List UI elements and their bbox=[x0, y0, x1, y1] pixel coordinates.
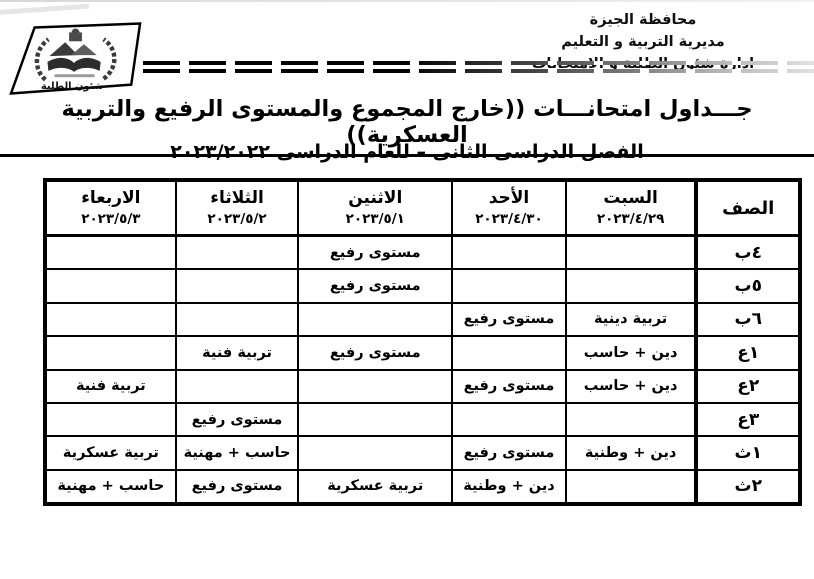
schedule-cell bbox=[451, 401, 567, 438]
table-row: ٤ب مستوى رفيع bbox=[44, 234, 801, 271]
schedule-cell: حاسب + مهنية bbox=[44, 468, 177, 506]
dome-icon bbox=[69, 32, 82, 42]
class-cell: ٢ع bbox=[694, 368, 801, 404]
column-header-class: الصف bbox=[694, 179, 801, 237]
class-cell: ٥ب bbox=[694, 268, 801, 304]
student-affairs-logo: شئون الطلبة bbox=[9, 22, 142, 95]
schedule-cell: مستوى رفيع bbox=[451, 368, 567, 404]
schedule-cell: مستوى رفيع bbox=[451, 301, 567, 338]
table-row: ٥ب مستوى رفيع bbox=[44, 268, 801, 304]
schedule-cell bbox=[44, 234, 177, 271]
pyramid-small-icon bbox=[71, 44, 97, 56]
open-book-icon bbox=[47, 57, 101, 72]
day-name: الأحد bbox=[488, 187, 530, 208]
schedule-cell bbox=[451, 335, 567, 371]
class-cell: ٢ث bbox=[694, 468, 801, 506]
class-cell: ٦ب bbox=[694, 301, 801, 338]
separator-bar-bottom bbox=[143, 69, 814, 73]
day-date: ٢٠٢٣/٤/٣٠ bbox=[475, 211, 543, 228]
column-header-day: الثلاثاء ٢٠٢٣/٥/٢ bbox=[174, 179, 300, 237]
schedule-cell: تربية فنية bbox=[44, 368, 177, 404]
schedule-cell bbox=[174, 268, 300, 304]
table-row: ٣ع مستوى رفيع bbox=[44, 401, 801, 438]
schedule-cell: تربية عسكرية bbox=[44, 435, 177, 471]
class-cell: ١ث bbox=[694, 435, 801, 471]
org-header: محافظة الجيزة مديرية التربية و التعليم ا… bbox=[488, 10, 798, 75]
column-header-day: الاربعاء ٢٠٢٣/٥/٣ bbox=[44, 179, 177, 237]
day-date: ٢٠٢٣/٥/٢ bbox=[207, 211, 267, 228]
separator-line bbox=[143, 61, 814, 77]
schedule-cell: مستوى رفيع bbox=[451, 435, 567, 471]
schedule-cell bbox=[44, 301, 177, 338]
exam-schedule-table: الصف السبت ٢٠٢٣/٤/٢٩ الأحد ٢٠٢٣/٤/٣٠ الاثنين… bbox=[43, 178, 802, 507]
logo-small-text-line bbox=[54, 74, 95, 78]
class-cell: ٣ع bbox=[694, 401, 801, 438]
schedule-cell bbox=[564, 268, 698, 304]
schedule-cell: دين + حاسب bbox=[564, 335, 698, 371]
schedule-cell: دين + وطنية bbox=[564, 435, 698, 471]
table-row: ٢ث دين + وطنية تربية عسكرية مستوى رفيع حاسب … bbox=[44, 468, 801, 506]
pyramid-icon bbox=[49, 42, 78, 57]
schedule-cell bbox=[564, 401, 698, 438]
schedule-cell bbox=[44, 401, 177, 438]
schedule-cell: مستوى رفيع bbox=[174, 468, 300, 506]
schedule-cell bbox=[174, 301, 300, 338]
schedule-cell: تربية دينية bbox=[564, 301, 698, 338]
schedule-cell bbox=[174, 234, 300, 271]
schedule-cell: مستوى رفيع bbox=[297, 234, 454, 271]
schedule-cell: دين + وطنية bbox=[451, 468, 567, 506]
org-line-directorate: مديرية التربية و التعليم bbox=[561, 33, 725, 50]
schedule-cell bbox=[451, 234, 567, 271]
schedule-cell: مستوى رفيع bbox=[174, 401, 300, 438]
table-row: ٦ب تربية دينية مستوى رفيع bbox=[44, 301, 801, 338]
table-row: ١ع دين + حاسب مستوى رفيع تربية فنية bbox=[44, 335, 801, 371]
separator-bar-top bbox=[143, 61, 814, 65]
column-header-day: الاثنين ٢٠٢٣/٥/١ bbox=[297, 179, 454, 237]
logo-caption: شئون الطلبة bbox=[41, 81, 103, 92]
day-name: الاثنين bbox=[348, 187, 403, 208]
day-name: الثلاثاء bbox=[210, 187, 264, 208]
schedule-cell bbox=[174, 368, 300, 404]
class-cell: ٤ب bbox=[694, 234, 801, 271]
schedule-cell bbox=[564, 234, 698, 271]
schedule-cell bbox=[297, 401, 454, 438]
laurel-wreath-left-icon bbox=[34, 37, 50, 82]
schedule-cell: حاسب + مهنية bbox=[174, 435, 300, 471]
table-row: ١ث دين + وطنية مستوى رفيع حاسب + مهنية تربية… bbox=[44, 435, 801, 471]
scan-artifact-top-edge bbox=[0, 0, 814, 2]
class-cell: ١ع bbox=[694, 335, 801, 371]
org-line-governorate: محافظة الجيزة bbox=[589, 12, 697, 28]
schedule-cell: دين + حاسب bbox=[564, 368, 698, 404]
schedule-cell: مستوى رفيع bbox=[297, 268, 454, 304]
day-date: ٢٠٢٣/٥/١ bbox=[345, 211, 405, 228]
dome-top-icon bbox=[71, 28, 80, 37]
schedule-cell bbox=[564, 468, 698, 506]
schedule-cell: مستوى رفيع bbox=[297, 335, 454, 371]
schedule-cell bbox=[297, 435, 454, 471]
schedule-cell: تربية عسكرية bbox=[297, 468, 454, 506]
column-header-day: الأحد ٢٠٢٣/٤/٣٠ bbox=[451, 179, 567, 237]
day-date: ٢٠٢٣/٤/٢٩ bbox=[596, 211, 665, 228]
schedule-cell bbox=[44, 335, 177, 371]
scan-artifact-smudge bbox=[0, 3, 90, 16]
day-date: ٢٠٢٣/٥/٣ bbox=[81, 211, 141, 228]
schedule-cell: تربية فنية bbox=[174, 335, 300, 371]
header-row: الصف السبت ٢٠٢٣/٤/٢٩ الأحد ٢٠٢٣/٤/٣٠ الاثنين… bbox=[44, 179, 801, 237]
page-title: جـــداول امتحانـــات ((خارج المجموع والم… bbox=[0, 96, 814, 157]
day-name: الاربعاء bbox=[81, 187, 141, 208]
page-subtitle: الفصل الدراسى الثانى – للعام الدراسى ٢٠٢… bbox=[170, 141, 644, 163]
day-name: السبت bbox=[603, 187, 658, 208]
table-row: ٢ع دين + حاسب مستوى رفيع تربية فنية bbox=[44, 368, 801, 404]
column-header-day: السبت ٢٠٢٣/٤/٢٩ bbox=[564, 179, 698, 237]
schedule-cell bbox=[451, 268, 567, 304]
schedule-cell bbox=[44, 268, 177, 304]
schedule-cell bbox=[297, 368, 454, 404]
schedule-cell bbox=[297, 301, 454, 338]
